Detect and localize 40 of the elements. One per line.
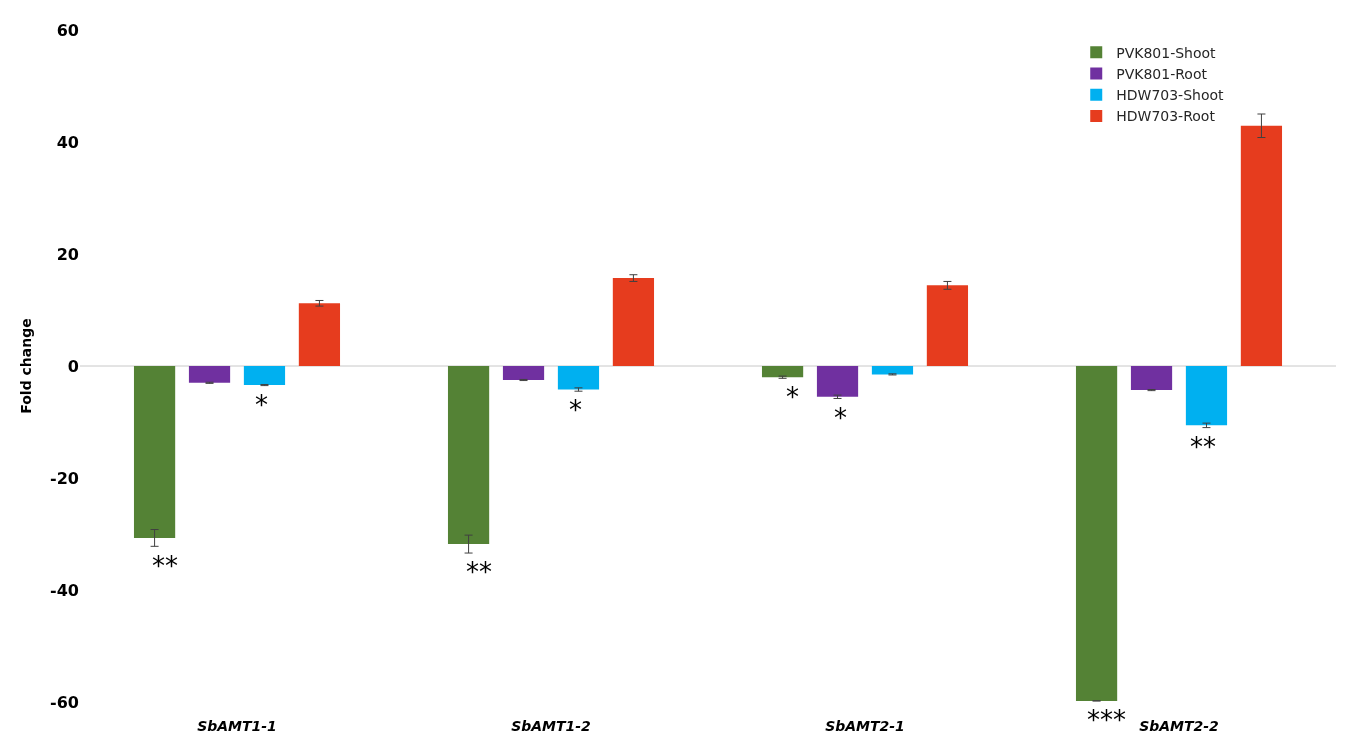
x-tick-label: SbAMT1-1 xyxy=(197,718,277,734)
annotation: ** xyxy=(1190,432,1216,462)
y-tick-label: 0 xyxy=(67,356,79,376)
y-tick-label: -20 xyxy=(50,468,79,488)
legend-label: PVK801-Shoot xyxy=(1116,44,1217,61)
x-tick-label: SbAMT2-1 xyxy=(825,718,905,734)
y-tick-label: 60 xyxy=(56,20,79,40)
annotation: ** xyxy=(466,557,492,587)
annotation: * xyxy=(569,395,582,425)
annotation: ** xyxy=(152,551,178,581)
y-axis-title: Fold change xyxy=(17,318,34,414)
y-tick-label: -60 xyxy=(50,692,79,712)
annotation: * xyxy=(255,390,268,420)
annotation: * xyxy=(834,403,847,433)
bar xyxy=(133,366,176,538)
bar xyxy=(502,366,545,380)
bar xyxy=(1075,366,1118,701)
bar xyxy=(871,366,914,375)
bar xyxy=(557,366,600,390)
bar xyxy=(1240,125,1283,366)
bar xyxy=(761,366,804,378)
bar xyxy=(926,285,969,366)
bar xyxy=(298,303,341,366)
y-tick-label: -40 xyxy=(50,580,79,600)
x-tick-label: SbAMT2-2 xyxy=(1139,718,1219,734)
bar xyxy=(243,366,286,386)
legend-label: HDW703-Root xyxy=(1116,108,1216,125)
bar xyxy=(188,366,231,383)
bar xyxy=(612,278,655,366)
y-tick-label: 20 xyxy=(56,244,79,264)
bar xyxy=(816,366,859,397)
legend-label: PVK801-Root xyxy=(1116,65,1208,82)
legend-label: HDW703-Shoot xyxy=(1116,87,1225,104)
y-tick-label: 40 xyxy=(56,132,79,152)
bar xyxy=(447,366,490,545)
annotation: * xyxy=(786,382,799,412)
bar xyxy=(1130,366,1173,391)
x-tick-label: SbAMT1-2 xyxy=(511,718,591,734)
bar xyxy=(1185,366,1228,426)
text: *** xyxy=(1087,705,1126,735)
